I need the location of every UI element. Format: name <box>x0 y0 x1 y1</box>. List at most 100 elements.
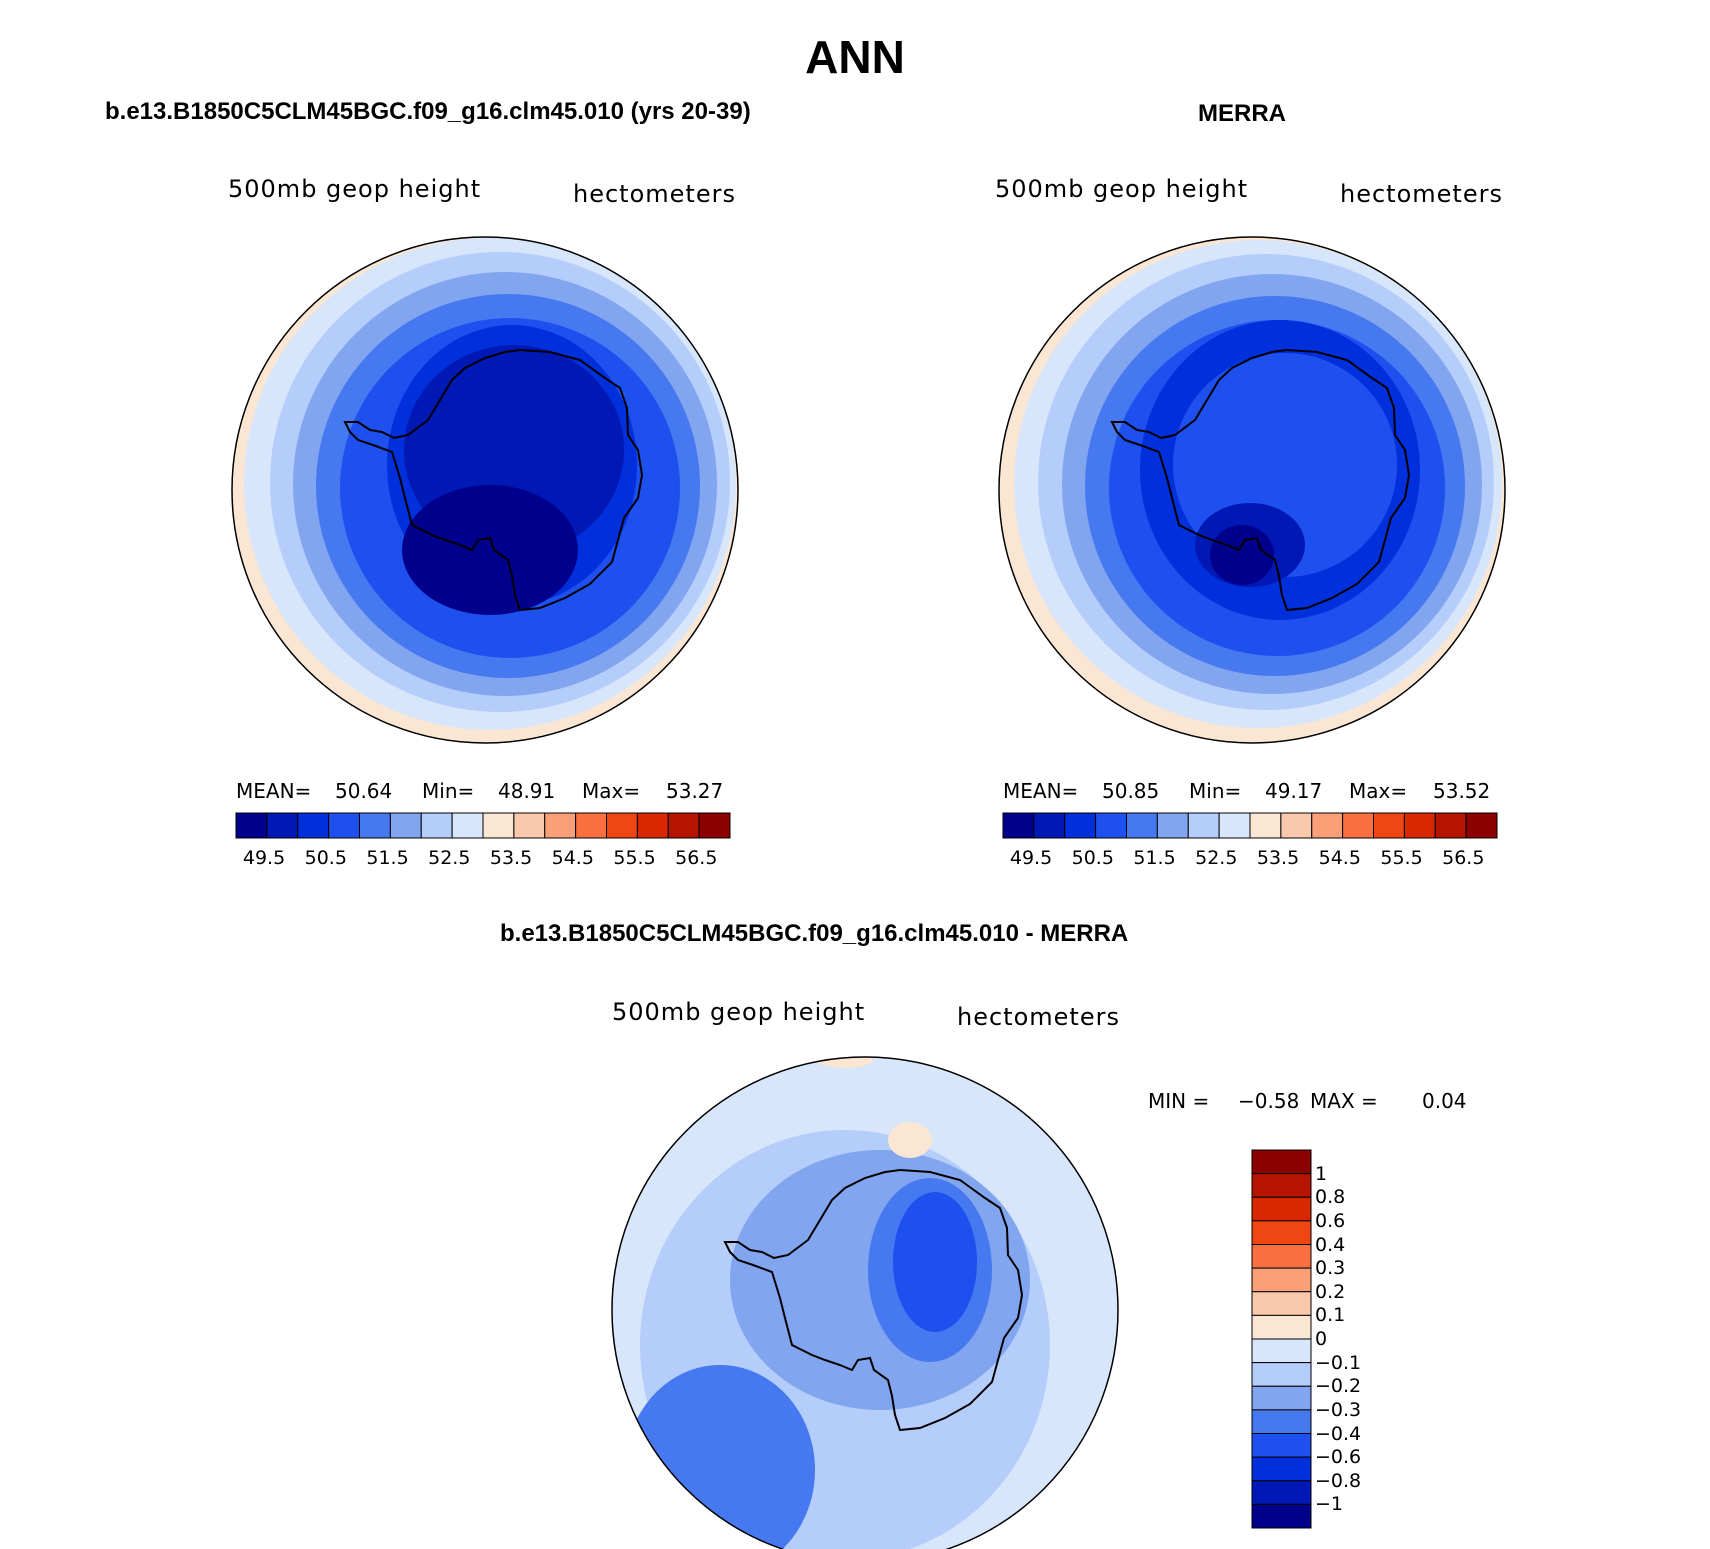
stats-mean-obs: 50.85 <box>1102 779 1160 803</box>
colorbar-swatch <box>389 812 422 839</box>
colorbar-swatch <box>1002 812 1035 839</box>
stats-mean-label-obs: MEAN= <box>1003 779 1079 803</box>
colorbar-obs <box>1002 812 1498 839</box>
colorbar-obs-tick-label: 49.5 <box>1009 847 1053 869</box>
field-band-minus-0-4 <box>893 1192 977 1332</box>
map-panel-obs <box>998 236 1506 744</box>
colorbar-diff-tick-label: 1 <box>1315 1162 1328 1185</box>
colorbar-swatch <box>606 812 638 839</box>
stats-max-obs: 53.52 <box>1433 779 1491 803</box>
colorbar-swatch <box>1095 812 1127 839</box>
diff-min-value: −0.58 <box>1238 1089 1300 1113</box>
colorbar-swatch <box>359 812 391 839</box>
panel-title-obs: MERRA <box>1198 100 1286 127</box>
colorbar-swatch <box>1465 812 1498 839</box>
colorbar-swatch <box>1311 812 1344 839</box>
variable-label-model: 500mb geop height <box>228 175 482 203</box>
colorbar-swatch <box>420 812 453 839</box>
stats-min-label-obs: Min= <box>1189 779 1242 803</box>
colorbar-swatch <box>1249 812 1282 839</box>
colorbar-obs-tick-label: 54.5 <box>1318 847 1361 869</box>
colorbar-swatch <box>636 812 669 839</box>
diff-min-label: MIN = <box>1148 1089 1210 1113</box>
colorbar-swatch <box>1251 1480 1312 1505</box>
colorbar-obs-tick-label: 50.5 <box>1071 847 1114 869</box>
stats-min-model: 48.91 <box>498 779 556 803</box>
map-panel-model <box>231 236 739 744</box>
colorbar-model-tick-label: 53.5 <box>489 847 533 869</box>
stats-max-label-model: Max= <box>582 779 641 803</box>
colorbar-swatch <box>1342 812 1374 839</box>
colorbar-diff-tick-label: 0 <box>1315 1328 1328 1350</box>
colorbar-swatch <box>1251 1244 1312 1269</box>
colorbar-diff-tick-label: −0.2 <box>1315 1375 1362 1398</box>
colorbar-swatch <box>575 812 607 839</box>
colorbar-swatch <box>1251 1291 1312 1316</box>
colorbar-model-tick-label: 56.5 <box>675 847 718 869</box>
colorbar-swatch <box>1251 1433 1312 1458</box>
colorbar-swatch <box>1251 1385 1312 1411</box>
colorbar-model-tick-label: 51.5 <box>366 847 409 869</box>
colorbar-obs-tick-label: 53.5 <box>1256 847 1300 869</box>
colorbar-swatch <box>698 812 731 839</box>
colorbar-diff-tick-label: 0.6 <box>1315 1209 1346 1232</box>
colorbar-swatch <box>1434 812 1467 839</box>
colorbar-swatch <box>1126 812 1158 839</box>
colorbar-obs-tick-label: 56.5 <box>1442 847 1485 869</box>
colorbar-diff-tick-label: 0.8 <box>1315 1186 1346 1209</box>
colorbar-swatch <box>513 812 546 839</box>
stats-mean-model: 50.64 <box>335 779 393 803</box>
colorbar-swatch <box>1251 1173 1312 1198</box>
colorbar-swatch <box>1251 1362 1312 1387</box>
field-min-region <box>402 485 578 615</box>
colorbar-swatch <box>544 812 577 839</box>
colorbar-swatch <box>1218 812 1251 839</box>
colorbar-diff-tick-label: −0.4 <box>1315 1422 1362 1445</box>
map-border <box>611 1056 1119 1549</box>
colorbar-swatch <box>1251 1196 1312 1222</box>
colorbar-diff-tick-label: −0.6 <box>1315 1446 1362 1469</box>
colorbar-swatch <box>1280 812 1313 839</box>
colorbar-swatch <box>1251 1314 1312 1340</box>
colorbar-swatch <box>1251 1267 1312 1293</box>
colorbar-swatch <box>266 812 299 839</box>
field-positive-edge <box>817 1057 873 1068</box>
colorbar-swatch <box>1156 812 1189 839</box>
colorbar-diff-tick-label: −0.3 <box>1315 1398 1362 1421</box>
diff-max-label: MAX = <box>1310 1089 1378 1113</box>
colorbar-swatch <box>1187 812 1220 839</box>
colorbar-diff-tick-label: 0.1 <box>1315 1304 1346 1327</box>
colorbar-swatch <box>451 812 484 839</box>
colorbar-swatch <box>1251 1338 1312 1364</box>
colorbar-diff-tick-label: 0.2 <box>1315 1280 1346 1303</box>
colorbar-swatch <box>667 812 700 839</box>
units-label-model: hectometers <box>573 180 736 208</box>
colorbar-diff-tick-label: −1 <box>1315 1493 1344 1516</box>
colorbar-swatch <box>1064 812 1097 839</box>
colorbar-model-tick-label: 54.5 <box>551 847 594 869</box>
map-border <box>998 236 1506 744</box>
map-border <box>231 236 739 744</box>
colorbar-obs-tick-label: 51.5 <box>1133 847 1176 869</box>
colorbar-obs-tick-label: 52.5 <box>1195 847 1238 869</box>
colorbar-model-tick-label: 52.5 <box>428 847 471 869</box>
colorbar-swatch <box>1251 1503 1312 1529</box>
colorbar-swatch <box>1251 1149 1312 1175</box>
colorbar-diff-tick-label: −0.8 <box>1315 1469 1362 1492</box>
stats-max-model: 53.27 <box>666 779 724 803</box>
colorbar-diff-tick-label: 0.4 <box>1315 1233 1346 1256</box>
colorbar-swatch <box>1373 812 1405 839</box>
map-panel-diff <box>611 1056 1119 1549</box>
panel-title-diff: b.e13.B1850C5CLM45BGC.f09_g16.clm45.010 … <box>500 920 1129 947</box>
colorbar-diff-tick-label: 0.3 <box>1315 1257 1346 1280</box>
colorbar-swatch <box>1033 812 1066 839</box>
stats-max-label-obs: Max= <box>1349 779 1408 803</box>
colorbar-model <box>235 812 731 839</box>
diff-max-value: 0.04 <box>1422 1089 1467 1113</box>
stats-mean-label-model: MEAN= <box>236 779 312 803</box>
variable-label-diff: 500mb geop height <box>612 998 866 1026</box>
colorbar-model-tick-label: 55.5 <box>613 847 656 869</box>
colorbar-swatch <box>297 812 330 839</box>
field-positive-patch <box>888 1122 932 1158</box>
